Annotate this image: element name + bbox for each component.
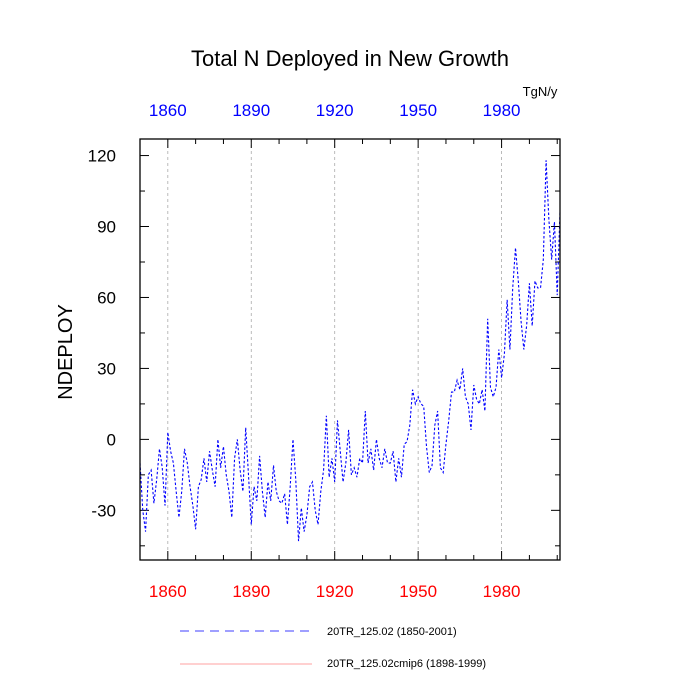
plot-area <box>139 160 561 542</box>
tick-labels: 1860 1860 1890 1890 1920 1920 1950 1950 1980 1980… <box>88 101 521 601</box>
y-tick-label: 0 <box>107 430 116 449</box>
units-label: TgN/y <box>523 84 558 99</box>
x-tick-label-top: 1950 <box>399 101 437 120</box>
y-tick-label: 60 <box>97 288 116 307</box>
x-tick-label-top: 1860 <box>149 101 187 120</box>
chart-title: Total N Deployed in New Growth <box>191 46 509 71</box>
x-tick-label-bottom: 1980 <box>483 582 521 601</box>
legend-label-series-2: 20TR_125.02cmip6 (1898-1999) <box>327 658 486 670</box>
y-tick-label: 120 <box>88 147 116 166</box>
plot-frame <box>139 138 561 561</box>
x-tick-label-bottom: 1920 <box>316 582 354 601</box>
y-tick-label: -30 <box>91 501 116 520</box>
y-axis-label: NDEPLOY <box>55 304 77 400</box>
x-tick-label-top: 1920 <box>316 101 354 120</box>
series-line-1 <box>139 160 561 542</box>
x-tick-label-top: 1980 <box>483 101 521 120</box>
x-tick-label-bottom: 1950 <box>399 582 437 601</box>
x-tick-label-bottom: 1860 <box>149 582 187 601</box>
y-tick-label: 30 <box>97 359 116 378</box>
y-tick-label: 90 <box>97 218 116 237</box>
axis-ticks <box>139 139 560 560</box>
legend: 20TR_125.02 (1850-2001) 20TR_125.02cmip6… <box>180 626 486 670</box>
x-tick-label-top: 1890 <box>232 101 270 120</box>
x-tick-label-bottom: 1890 <box>232 582 270 601</box>
grid-lines <box>167 139 502 560</box>
legend-label-series-1: 20TR_125.02 (1850-2001) <box>327 626 457 638</box>
